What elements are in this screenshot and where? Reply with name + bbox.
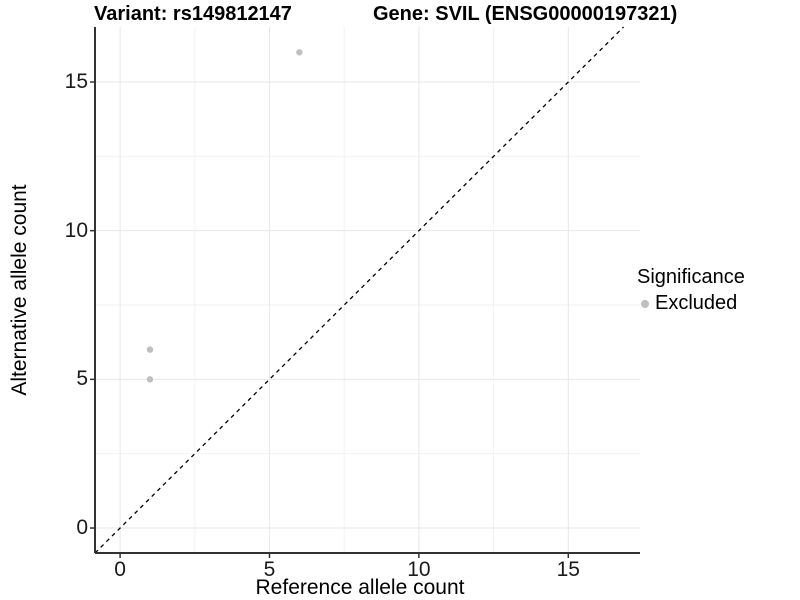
legend-item-label: Excluded — [655, 292, 738, 314]
x-tick-label: 15 — [556, 558, 580, 581]
x-axis-title: Reference allele count — [255, 576, 465, 599]
circle-icon — [641, 299, 649, 308]
data-point — [146, 376, 154, 383]
plot-panel — [90, 26, 640, 558]
y-tick-label: 0 — [76, 516, 88, 540]
legend: Significance Excluded — [637, 266, 745, 315]
y-tick-label: 15 — [64, 70, 88, 93]
plot-title-gene: Gene: SVIL (ENSG00000197321) — [373, 3, 678, 25]
x-tick-label: 0 — [114, 558, 126, 581]
legend-items: Excluded — [637, 292, 745, 315]
x-tick-label: 10 — [407, 558, 431, 581]
y-axis-title: Alternative allele count — [8, 184, 31, 396]
y-tick-label: 5 — [76, 367, 88, 391]
y-tick-label: 10 — [64, 218, 88, 242]
identity-dashed-line — [94, 26, 625, 554]
data-point — [146, 346, 154, 353]
data-point — [296, 49, 303, 56]
plot-title-variant: Variant: rs149812147 — [94, 3, 292, 25]
legend-title: Significance — [637, 266, 745, 288]
plot-canvas — [90, 26, 640, 558]
x-tick-label: 5 — [263, 558, 276, 581]
legend-item: Excluded — [637, 292, 745, 315]
